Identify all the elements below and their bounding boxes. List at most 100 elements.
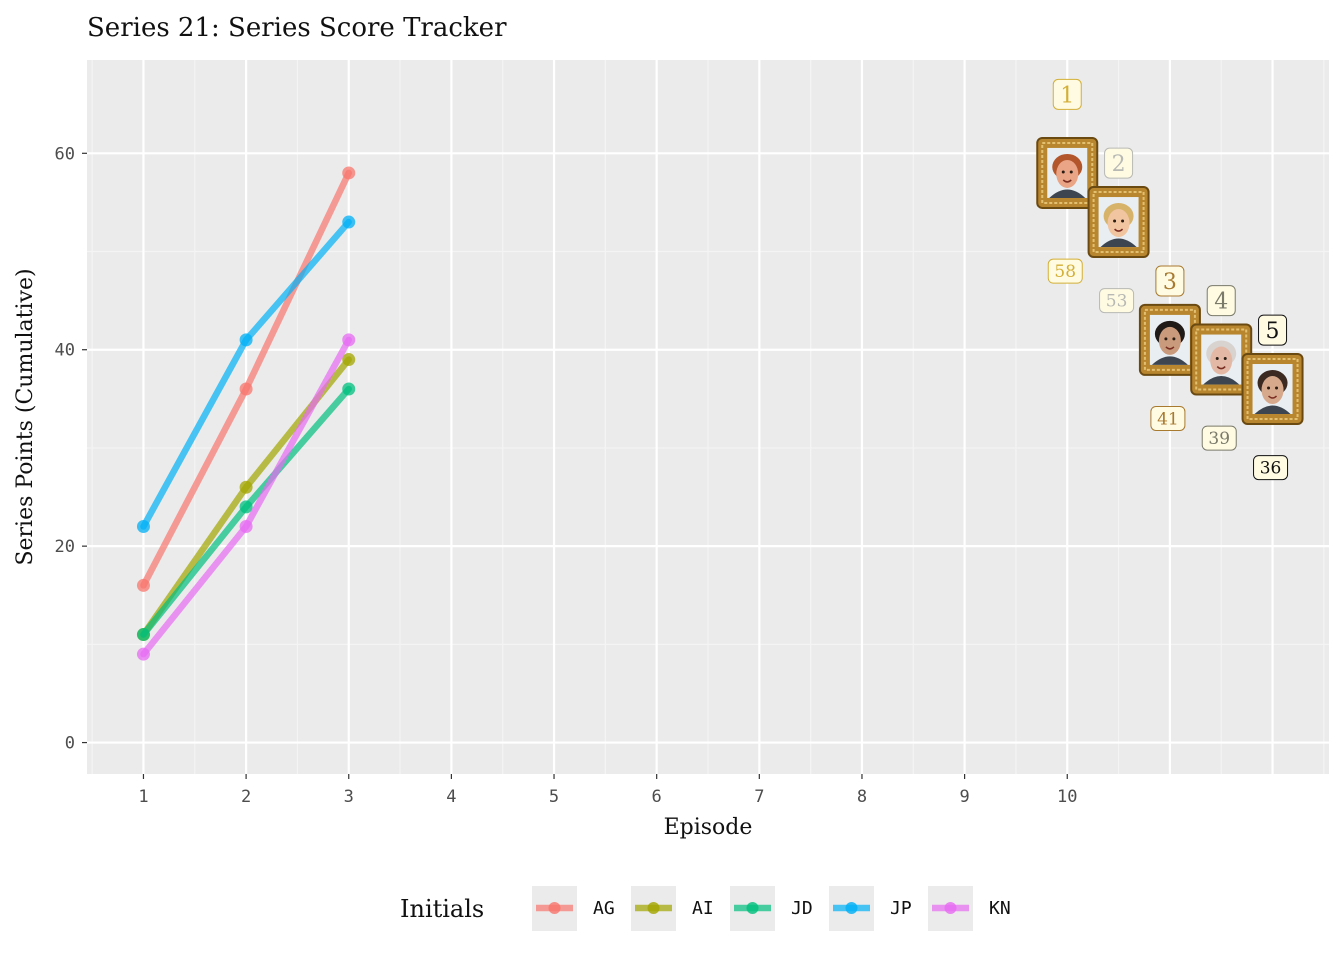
rank-label: 4 — [1214, 290, 1228, 315]
rank-label-box — [1206, 285, 1236, 317]
portrait-eye — [1267, 386, 1271, 390]
x-tick-label: 7 — [754, 787, 764, 807]
x-tick-label: 9 — [959, 787, 969, 807]
portrait-mouth — [1062, 179, 1072, 183]
series-layer — [136, 166, 356, 661]
legend-label: JD — [791, 898, 813, 919]
x-tick-label: 10 — [1057, 787, 1077, 807]
portrait-eye — [1215, 357, 1219, 361]
x-axis: 1 2 3 4 5 6 7 8 9 10 — [138, 774, 1077, 807]
portrait-face — [1107, 209, 1130, 238]
legend-key-point — [746, 902, 759, 914]
y-tick-label: 0 — [65, 734, 75, 754]
data-point-ag — [342, 166, 356, 180]
x-tick-label: 5 — [549, 787, 559, 807]
data-point-jd — [342, 382, 356, 396]
chart-title: Series 21: Series Score Tracker — [87, 13, 507, 43]
score-label: 53 — [1106, 292, 1128, 312]
data-point-ai — [342, 353, 356, 367]
rank-label-box — [1052, 78, 1082, 110]
portrait-eye — [1069, 170, 1073, 174]
data-point-jp — [342, 215, 356, 229]
data-point-jd — [136, 628, 150, 642]
legend-key-point — [944, 902, 957, 914]
score-label: 41 — [1157, 409, 1179, 429]
portrait-shoulders — [1151, 356, 1188, 365]
portrait-mouth — [1216, 365, 1226, 370]
legend-key-point — [548, 902, 561, 914]
y-tick-label: 40 — [55, 341, 75, 361]
rank-label-box — [1104, 147, 1134, 179]
legend-item-ag: AG — [532, 886, 615, 931]
legend-items: AG AI JD JP KN — [532, 886, 1011, 931]
legend-key-point — [845, 902, 858, 914]
x-tick-label: 8 — [857, 787, 867, 807]
x-tick-label: 6 — [652, 787, 662, 807]
portrait-eye — [1113, 219, 1117, 223]
portrait-eye — [1164, 337, 1168, 341]
portrait-shoulders — [1100, 238, 1137, 248]
rank-label: 5 — [1266, 319, 1280, 344]
score-label-box — [1150, 405, 1186, 431]
standing-1: 1 58 — [1036, 78, 1099, 284]
portrait-face — [1261, 376, 1284, 405]
rank-label-box — [1258, 314, 1288, 346]
portrait-eye — [1223, 357, 1227, 361]
rank-label: 2 — [1112, 152, 1126, 177]
legend-item-ai: AI — [631, 886, 714, 931]
legend-title: Initials — [400, 895, 484, 923]
legend-item-kn: KN — [928, 886, 1011, 931]
score-label-box — [1047, 258, 1083, 284]
data-point-ag — [239, 382, 253, 396]
legend: Initials AG AI JD JP KN — [400, 886, 1011, 931]
portrait-mouth — [1114, 228, 1124, 232]
rank-label-box — [1155, 265, 1185, 297]
legend-label: AI — [692, 898, 714, 919]
legend-label: KN — [989, 898, 1011, 919]
legend-item-jd: JD — [730, 886, 813, 931]
y-axis: 0 20 40 60 — [55, 144, 87, 754]
portrait-mouth — [1165, 346, 1175, 350]
x-axis-title: Episode — [664, 815, 753, 840]
portrait-frame-detail — [1092, 191, 1145, 254]
portrait-shoulders — [1203, 376, 1240, 385]
portrait-frame-detail — [1246, 358, 1299, 421]
portrait-eye — [1275, 386, 1279, 390]
portrait-face — [1056, 159, 1079, 188]
minor-grid — [87, 60, 1329, 774]
data-point-jd — [239, 500, 253, 514]
portrait-mouth — [1268, 395, 1278, 399]
data-point-jp — [136, 520, 150, 534]
data-point-ai — [239, 480, 253, 494]
x-tick-label: 2 — [241, 787, 251, 807]
standing-2: 2 53 — [1087, 147, 1150, 314]
portrait-shoulders — [1049, 189, 1086, 198]
portrait-eye — [1061, 170, 1065, 174]
data-point-kn — [136, 647, 150, 661]
y-tick-label: 20 — [55, 537, 75, 557]
rank-label: 3 — [1163, 270, 1177, 295]
y-tick-label: 60 — [55, 144, 75, 164]
portrait-eye — [1172, 337, 1176, 341]
data-point-kn — [239, 520, 253, 534]
score-label: 39 — [1208, 429, 1230, 449]
data-point-kn — [342, 333, 356, 347]
data-point-ag — [136, 578, 150, 592]
portrait-frame-detail — [1041, 141, 1094, 204]
legend-key-point — [647, 902, 660, 914]
rank-label: 1 — [1060, 83, 1074, 108]
portrait-eye — [1121, 219, 1125, 223]
score-label-box — [1253, 455, 1289, 481]
portrait-face — [1158, 326, 1181, 355]
score-label: 58 — [1054, 262, 1076, 282]
standings-layer: 1 58 2 53 3 41 4 39 5 36 — [1036, 78, 1304, 481]
x-tick-label: 3 — [344, 787, 354, 807]
legend-label: AG — [593, 898, 615, 919]
score-label-box — [1201, 425, 1237, 451]
standing-4: 4 39 — [1190, 285, 1253, 451]
portrait-face — [1210, 346, 1233, 375]
score-label-box — [1099, 288, 1135, 314]
portrait-shoulders — [1254, 405, 1291, 415]
y-axis-title: Series Points (Cumulative) — [13, 268, 38, 565]
